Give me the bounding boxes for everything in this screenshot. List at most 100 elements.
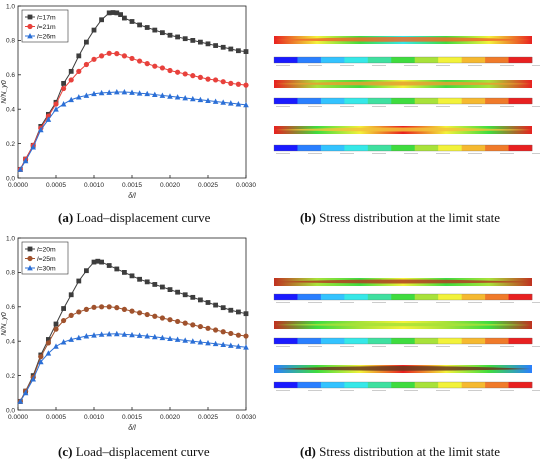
- data-point: [118, 12, 123, 17]
- data-point: [53, 343, 59, 349]
- data-point: [84, 268, 89, 274]
- data-point: [228, 307, 234, 313]
- color-bar-frame: [273, 381, 533, 389]
- data-point: [38, 358, 44, 365]
- color-bar-segment: [438, 294, 462, 300]
- data-point: [152, 27, 158, 33]
- y-tick-label: 0.0: [6, 407, 15, 414]
- data-point: [198, 297, 203, 303]
- color-bar-segment: [320, 382, 345, 388]
- data-point: [68, 96, 74, 103]
- color-bar-segment: [297, 294, 322, 300]
- color-bar-segment: [344, 382, 369, 388]
- data-point: [182, 71, 188, 77]
- color-bar-segment: [297, 382, 322, 388]
- data-point: [220, 305, 226, 311]
- data-point: [68, 336, 74, 342]
- data-point: [68, 312, 74, 318]
- y-tick-label: 0.6: [6, 304, 15, 311]
- y-tick-label: 0.6: [6, 72, 15, 79]
- data-point: [91, 56, 97, 62]
- color-bar-segment: [508, 145, 533, 151]
- data-point: [205, 97, 211, 103]
- caption-a-text: Load–displacement curve: [73, 210, 211, 225]
- stress-image-b: [273, 36, 546, 154]
- stress-image-d: [273, 278, 546, 391]
- color-bar-segment: [485, 57, 509, 63]
- data-point: [152, 63, 158, 69]
- data-point: [114, 266, 120, 272]
- y-axis-label: N/N_y0: [1, 312, 8, 335]
- data-point: [167, 287, 173, 292]
- color-bar-segment: [461, 145, 486, 151]
- data-point: [152, 333, 158, 340]
- data-point: [228, 100, 234, 106]
- data-point: [83, 61, 89, 68]
- color-bar-segment: [297, 338, 322, 344]
- caption-b-text: Stress distribution at the limit state: [315, 210, 501, 225]
- data-point: [53, 326, 59, 332]
- color-bar-segment: [367, 98, 392, 104]
- color-bar-segment: [344, 338, 369, 344]
- data-point: [83, 333, 90, 339]
- color-bar-segment: [414, 382, 439, 388]
- data-point: [53, 101, 59, 107]
- data-point: [121, 331, 128, 337]
- color-bar-segment: [438, 338, 462, 344]
- data-point: [106, 330, 112, 337]
- data-point: [91, 332, 97, 338]
- data-point: [68, 77, 74, 83]
- y-axis-label: N/N_y0: [1, 80, 8, 103]
- data-point: [159, 92, 166, 98]
- stressed-beam: [274, 321, 532, 329]
- stress-panel-b: [270, 30, 546, 170]
- color-bar-segment: [297, 57, 322, 63]
- data-point: [17, 398, 24, 404]
- color-bar-segment: [344, 294, 369, 300]
- stressed-beam: [274, 36, 532, 44]
- data-point: [160, 30, 165, 36]
- color-bar-segment: [367, 338, 392, 344]
- color-bar-segment: [461, 294, 486, 300]
- data-point: [22, 157, 29, 164]
- data-point: [106, 304, 112, 310]
- data-point: [61, 81, 66, 86]
- legend-label: l=26m: [37, 34, 56, 41]
- color-bar-segment: [274, 98, 298, 104]
- caption-d-text: Stress distribution at the limit state: [315, 444, 501, 459]
- data-point: [68, 68, 74, 74]
- data-point: [236, 48, 241, 54]
- data-point: [167, 67, 173, 74]
- data-point: [144, 333, 150, 339]
- data-point: [190, 338, 196, 344]
- data-point: [114, 305, 120, 311]
- data-point: [213, 327, 219, 333]
- data-point: [205, 300, 211, 305]
- data-point: [152, 313, 158, 319]
- data-point: [129, 273, 135, 279]
- color-bar-segment: [274, 338, 298, 344]
- y-tick-label: 0.2: [6, 141, 15, 148]
- data-point: [45, 116, 52, 122]
- data-point: [137, 276, 142, 282]
- data-point: [220, 79, 226, 85]
- data-point: [243, 333, 249, 339]
- x-tick-label: 0.0010: [84, 182, 104, 189]
- data-point: [46, 337, 51, 342]
- data-point: [152, 91, 158, 97]
- color-bar-segment: [414, 145, 439, 151]
- data-point: [84, 39, 89, 45]
- color-bar-segment: [461, 338, 486, 344]
- color-bar-segment: [508, 294, 533, 300]
- data-point: [182, 337, 188, 343]
- stress-color-bar: [273, 56, 546, 66]
- series-line: [19, 306, 247, 402]
- x-tick-label: 0.0030: [236, 182, 256, 189]
- data-point: [91, 259, 97, 265]
- color-bar-frame: [273, 97, 533, 105]
- data-point: [61, 317, 67, 324]
- legend: l=17m l=21m l=26m: [21, 9, 69, 43]
- color-bar-segment: [414, 338, 439, 344]
- data-point: [220, 99, 226, 105]
- color-bar-segment: [485, 294, 509, 300]
